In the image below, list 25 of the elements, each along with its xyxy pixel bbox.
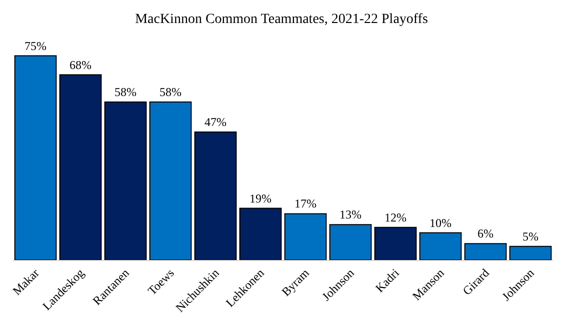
data-label: 58%	[160, 85, 182, 100]
bar	[104, 102, 147, 260]
chart-title: MacKinnon Common Teammates, 2021-22 Playoffs	[135, 12, 428, 28]
data-label: 12%	[384, 210, 406, 224]
bar	[419, 232, 462, 260]
bar	[284, 213, 327, 260]
data-label: 5%	[522, 229, 538, 244]
bar	[374, 226, 417, 260]
bar	[464, 243, 507, 260]
bar	[329, 224, 372, 260]
data-label: 13%	[340, 208, 362, 222]
data-label: 47%	[204, 115, 226, 129]
data-label: 75%	[24, 38, 46, 53]
data-label: 6%	[478, 226, 494, 241]
data-label: 10%	[430, 216, 452, 230]
bar	[14, 55, 57, 260]
bar	[509, 246, 552, 260]
bar	[194, 132, 237, 260]
data-label: 58%	[114, 85, 136, 100]
data-label: 19%	[250, 191, 272, 206]
bar	[149, 102, 192, 260]
data-label: 17%	[294, 196, 316, 211]
bar	[59, 74, 102, 260]
data-label: 68%	[70, 58, 92, 72]
bar	[239, 208, 282, 260]
